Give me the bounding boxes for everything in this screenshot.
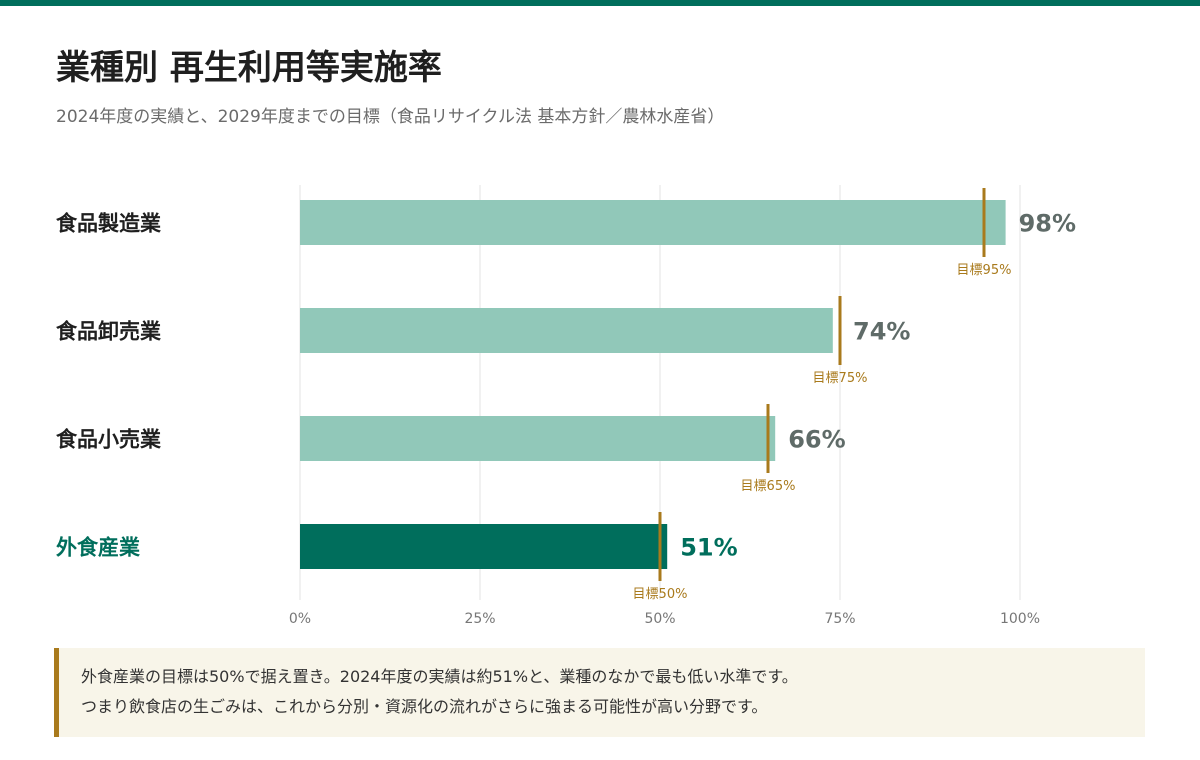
bar-2 [300,308,833,353]
value-label: 98% [1019,210,1076,238]
value-label: 51% [680,534,737,562]
bar-3 [300,416,776,461]
target-label: 目標65% [741,479,796,494]
bar-4 [300,524,668,569]
x-tick-label: 75% [824,611,855,627]
bar-1 [300,200,1006,245]
x-tick-label: 50% [644,611,675,627]
x-tick-label: 25% [464,611,495,627]
note-line-1: 外食産業の目標は50%で据え置き。2024年度の実績は約51%と、業種のなかで最… [81,667,798,686]
bars [300,188,1006,581]
note-line-2: つまり飲食店の生ごみは、これから分別・資源化の流れがさらに強まる可能性が高い分野… [81,697,768,716]
target-label: 目標75% [813,371,868,386]
target-label: 目標95% [957,263,1012,278]
chart-title: 業種別 再生利用等実施率 [56,48,442,88]
category-label: 食品製造業 [56,212,162,236]
category-label: 食品小売業 [56,428,162,452]
value-label: 74% [853,318,910,346]
x-tick-label: 0% [289,611,311,627]
category-label: 食品卸売業 [56,320,162,344]
note-box: 外食産業の目標は50%で据え置き。2024年度の実績は約51%と、業種のなかで最… [54,648,1145,737]
chart-subtitle: 2024年度の実績と、2029年度までの目標（食品リサイクル法 基本方針／農林水… [56,107,725,127]
x-tick-label: 100% [1000,611,1040,627]
value-label: 66% [788,426,845,454]
category-label: 外食産業 [56,536,141,560]
target-label: 目標50% [633,587,688,602]
top-accent-bar [0,0,1200,6]
